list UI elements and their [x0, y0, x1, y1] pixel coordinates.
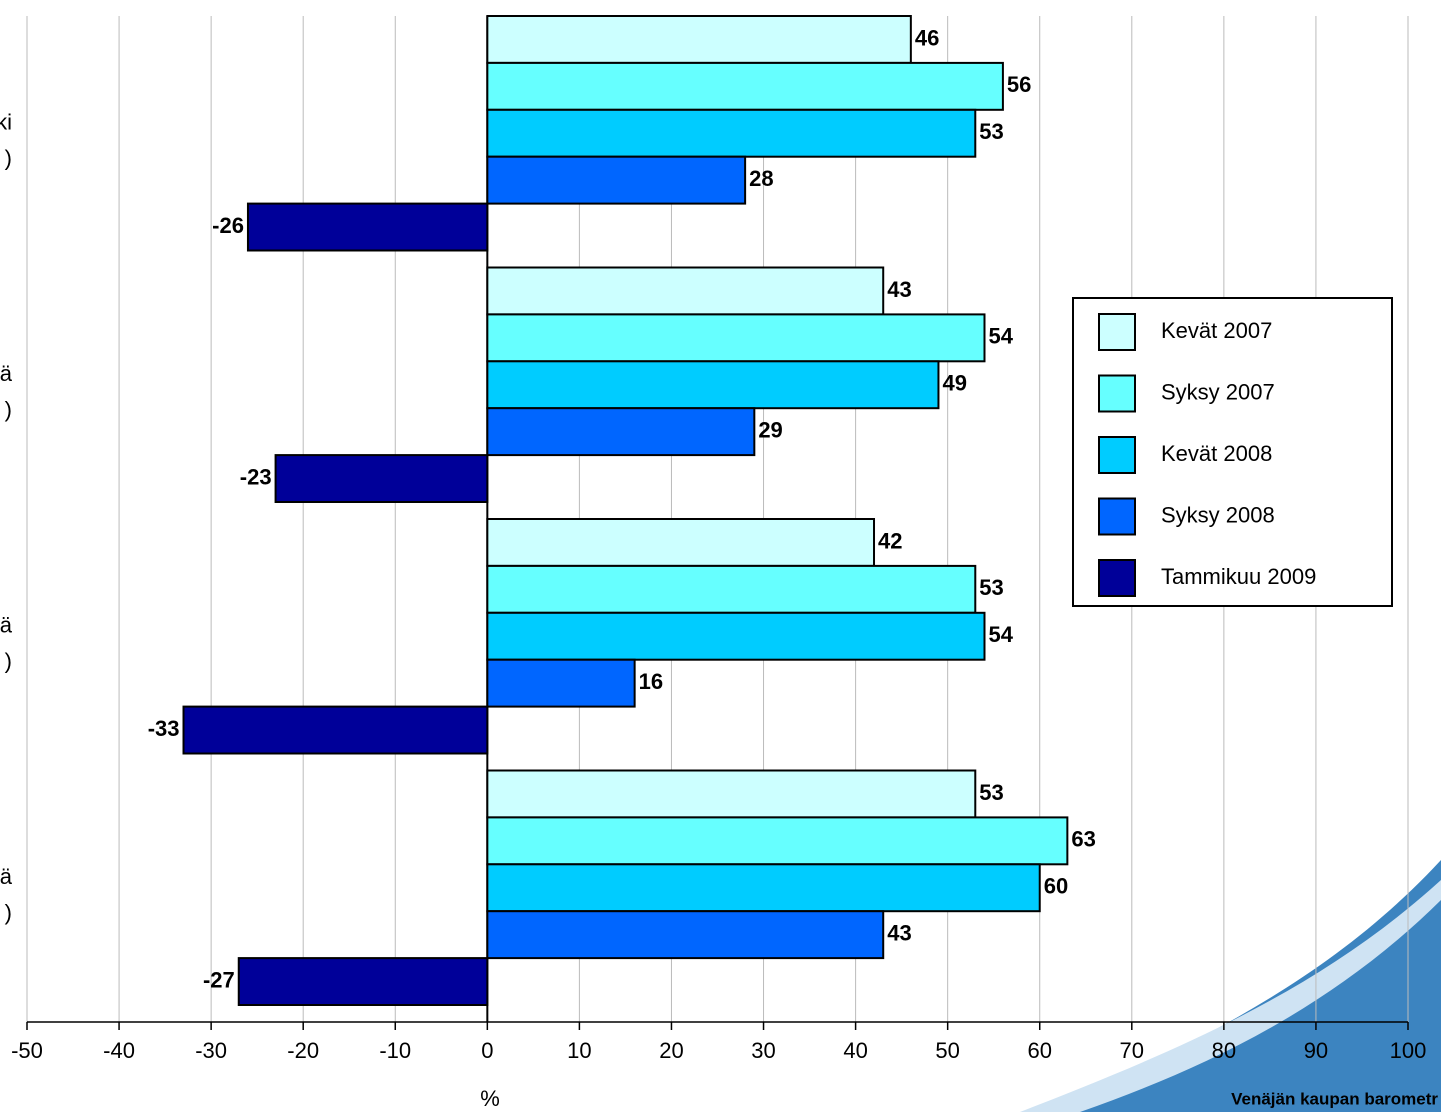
category-label: ki [0, 110, 12, 135]
decoration [1050, 860, 1441, 1112]
bar [486, 816, 1069, 866]
x-axis-label: % [480, 1086, 500, 1111]
data-label: 49 [942, 371, 966, 396]
data-label: 53 [979, 780, 1003, 805]
x-tick-label: 60 [1027, 1038, 1051, 1063]
legend-label: Syksy 2007 [1161, 379, 1275, 404]
category-label: ä [0, 613, 13, 638]
bar [486, 910, 885, 960]
data-label: 43 [887, 920, 911, 945]
category-label: ) [5, 397, 12, 422]
category-label: ) [5, 146, 12, 171]
bar [486, 407, 756, 457]
bar [246, 202, 489, 252]
data-label: 42 [878, 528, 902, 553]
x-tick-label: -50 [11, 1038, 43, 1063]
x-tick-label: -40 [103, 1038, 135, 1063]
x-tick-label: 40 [843, 1038, 867, 1063]
x-tick-label: 0 [481, 1038, 493, 1063]
bar [182, 705, 489, 755]
bar [486, 658, 636, 708]
data-label: -23 [240, 464, 272, 489]
bar [486, 360, 940, 410]
x-tick-label: 50 [935, 1038, 959, 1063]
x-tick-label: 90 [1304, 1038, 1328, 1063]
x-tick-label: 10 [567, 1038, 591, 1063]
x-tick-label: 30 [751, 1038, 775, 1063]
x-tick-label: 100 [1390, 1038, 1427, 1063]
legend-swatch [1098, 313, 1136, 351]
x-tick-label: 20 [659, 1038, 683, 1063]
data-label: -27 [203, 967, 235, 992]
legend-swatch [1098, 374, 1136, 413]
category-label: ä [0, 864, 13, 889]
bar [486, 518, 876, 567]
bar [486, 313, 986, 363]
bar [237, 957, 489, 1006]
x-tick-label: 70 [1120, 1038, 1144, 1063]
data-label: 54 [988, 324, 1013, 349]
bar [486, 611, 986, 661]
bar [486, 61, 1004, 111]
bar [486, 266, 885, 316]
legend-label: Kevät 2007 [1161, 318, 1272, 343]
category-label: ä [0, 361, 13, 386]
category-label: ) [5, 900, 12, 925]
bar [486, 564, 977, 614]
legend-swatch [1098, 436, 1136, 474]
legend-swatch [1098, 497, 1136, 536]
data-label: 28 [749, 166, 773, 191]
x-tick-label: -20 [287, 1038, 319, 1063]
data-label: 63 [1071, 827, 1095, 852]
source: Venäjän kaupan barometr [1231, 1089, 1438, 1108]
data-label: 16 [639, 669, 663, 694]
bar [486, 108, 977, 158]
data-label: 54 [988, 622, 1013, 647]
legend-label: Kevät 2008 [1161, 441, 1272, 466]
category-label: ) [5, 649, 12, 674]
bar [274, 454, 489, 504]
x-tick-label: -10 [379, 1038, 411, 1063]
bar [486, 769, 977, 819]
data-label: -26 [212, 213, 244, 238]
data-label: 43 [887, 277, 911, 302]
legend-label: Tammikuu 2009 [1161, 564, 1316, 589]
bar [486, 15, 912, 64]
data-label: 60 [1044, 874, 1068, 899]
data-label: 29 [758, 417, 782, 442]
x-tick-label: 80 [1212, 1038, 1236, 1063]
data-label: 46 [915, 25, 939, 50]
x-tick-label: -30 [195, 1038, 227, 1063]
legend-label: Syksy 2008 [1161, 502, 1275, 527]
bar [486, 155, 747, 205]
data-label: -33 [148, 716, 180, 741]
data-label: 53 [979, 575, 1003, 600]
data-label: 53 [979, 119, 1003, 144]
data-label: 56 [1007, 72, 1031, 97]
bar [486, 863, 1041, 913]
legend-swatch [1098, 559, 1136, 597]
